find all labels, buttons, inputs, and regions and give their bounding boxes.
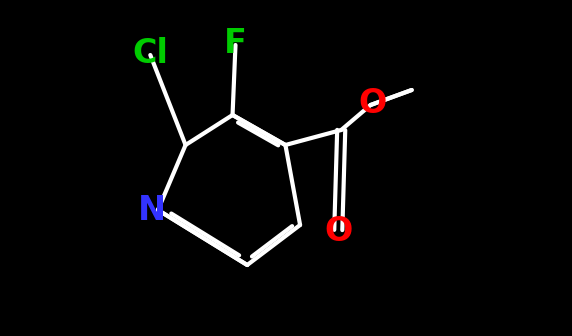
Text: Cl: Cl — [132, 37, 168, 70]
Text: O: O — [358, 87, 387, 120]
Text: O: O — [324, 215, 352, 248]
Text: F: F — [224, 27, 247, 60]
Text: N: N — [138, 194, 166, 226]
